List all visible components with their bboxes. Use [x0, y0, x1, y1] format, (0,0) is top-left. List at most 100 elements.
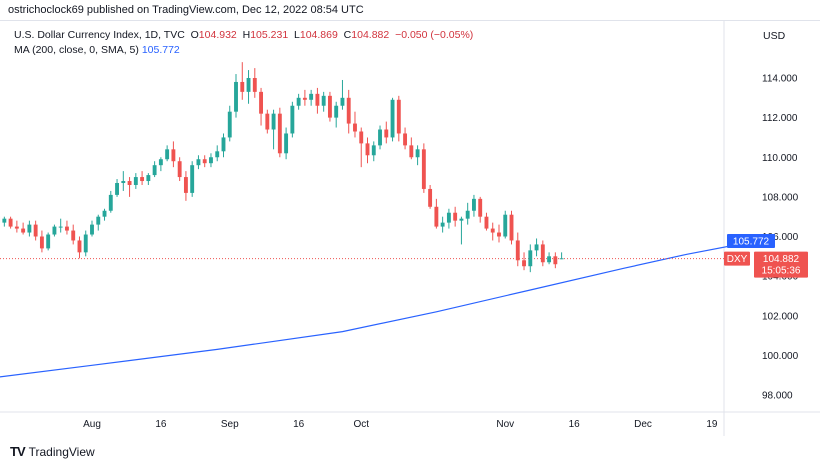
candle-body: [108, 194, 113, 211]
ma-price-label: 105.772: [733, 237, 770, 248]
candle-body: [259, 91, 263, 114]
candle-body: [146, 175, 151, 182]
candle-body: [390, 99, 395, 138]
candle-body: [177, 161, 182, 178]
y-tick-label: 106.000: [762, 232, 799, 243]
close-label: C: [343, 29, 352, 41]
y-tick-label: 114.000: [762, 74, 798, 85]
x-tick-label: Oct: [353, 419, 369, 430]
candle-body: [309, 93, 314, 100]
ma-indicator-value: 105.772: [141, 44, 180, 56]
candle-body: [71, 230, 76, 241]
candle-body: [503, 214, 508, 237]
candle-body: [534, 244, 539, 251]
candle-body: [515, 240, 520, 261]
x-tick-label: Sep: [221, 419, 239, 430]
open-value: 104.932: [198, 29, 237, 41]
candle-body: [365, 143, 370, 156]
candle-body: [528, 250, 533, 267]
candle-body: [183, 177, 188, 193]
x-tick-label: Dec: [634, 419, 652, 430]
y-tick-label: 112.000: [762, 113, 798, 124]
candle-body: [102, 210, 107, 217]
candle-body: [321, 95, 326, 106]
candle-body: [284, 133, 289, 154]
candle-body: [371, 145, 376, 156]
candle-body: [121, 181, 126, 184]
candle-body: [459, 218, 464, 221]
x-tick-label: Aug: [83, 419, 101, 430]
candle-body: [140, 177, 145, 182]
chart-legend: U.S. Dollar Currency Index, 1D, TVC O104…: [14, 28, 473, 58]
candle-body: [553, 256, 558, 265]
symbol-title[interactable]: U.S. Dollar Currency Index, 1D, TVC: [14, 29, 185, 41]
candle-body: [227, 111, 232, 138]
ma-indicator-label[interactable]: MA (200, close, 0, SMA, 5): [14, 44, 139, 56]
candle-body: [21, 228, 26, 233]
candle-body: [522, 260, 526, 267]
candle-body: [133, 177, 138, 185]
y-tick-label: 108.000: [762, 192, 799, 203]
candle-body: [296, 97, 301, 106]
candle-body: [484, 216, 489, 229]
candle-body: [353, 123, 357, 132]
candle-body: [359, 131, 364, 144]
chart-frame: [0, 20, 820, 437]
candle-body: [246, 78, 251, 92]
y-tick-label: 98.000: [762, 391, 793, 402]
candle-body: [234, 81, 238, 112]
tradingview-brand[interactable]: TV TradingView: [10, 444, 95, 459]
x-tick-label: 16: [293, 419, 305, 430]
publish-credit: ostrichoclock69 published on TradingView…: [8, 4, 364, 16]
candle-body: [90, 224, 94, 235]
candle-body: [33, 224, 38, 237]
candle-body: [240, 81, 245, 92]
candle-body: [65, 226, 69, 231]
candle-body: [415, 149, 420, 158]
candle-body: [83, 234, 88, 253]
candle-body: [215, 151, 220, 158]
ohlc-row: U.S. Dollar Currency Index, 1D, TVC O104…: [14, 28, 473, 43]
candle-body: [340, 97, 345, 106]
close-value: 104.882: [351, 29, 390, 41]
candle-body: [478, 198, 483, 217]
candle-body: [421, 149, 426, 189]
x-tick-label: Nov: [496, 419, 514, 430]
candle-body: [190, 165, 195, 193]
ma-row: MA (200, close, 0, SMA, 5) 105.772: [14, 43, 473, 58]
candle-body: [403, 133, 408, 146]
change-value: −0.050 (−0.05%): [395, 29, 474, 41]
candle-body: [202, 159, 207, 164]
candle-body: [252, 78, 257, 92]
candle-body: [434, 206, 439, 227]
ma-price-label-bg: [727, 234, 775, 249]
y-tick-label: 110.000: [762, 153, 798, 164]
candle-body: [46, 234, 51, 249]
candle-body: [196, 159, 201, 166]
candle-body: [171, 149, 176, 162]
open-label: O: [190, 29, 199, 41]
candle-body: [559, 258, 564, 260]
candle-body: [39, 236, 44, 249]
high-label: H: [242, 29, 251, 41]
candle-body: [409, 145, 414, 158]
symbol-tag-bg: [724, 251, 750, 266]
candle-body: [290, 105, 295, 134]
candle-body: [2, 218, 7, 223]
last-price-label-bg: [754, 251, 808, 278]
candle-body: [384, 129, 389, 138]
candle-body: [327, 95, 332, 118]
candle-body: [14, 226, 19, 229]
candle-body: [115, 183, 119, 195]
candle-body: [158, 159, 163, 166]
candle-body: [465, 210, 470, 219]
currency-label: USD: [763, 30, 786, 42]
candle-body: [440, 222, 445, 227]
candle-body: [27, 224, 32, 233]
ma-line: [0, 240, 756, 378]
candle-body: [127, 181, 132, 185]
candle-body: [540, 244, 545, 263]
candle-body: [428, 188, 433, 207]
candle-body: [165, 149, 170, 160]
